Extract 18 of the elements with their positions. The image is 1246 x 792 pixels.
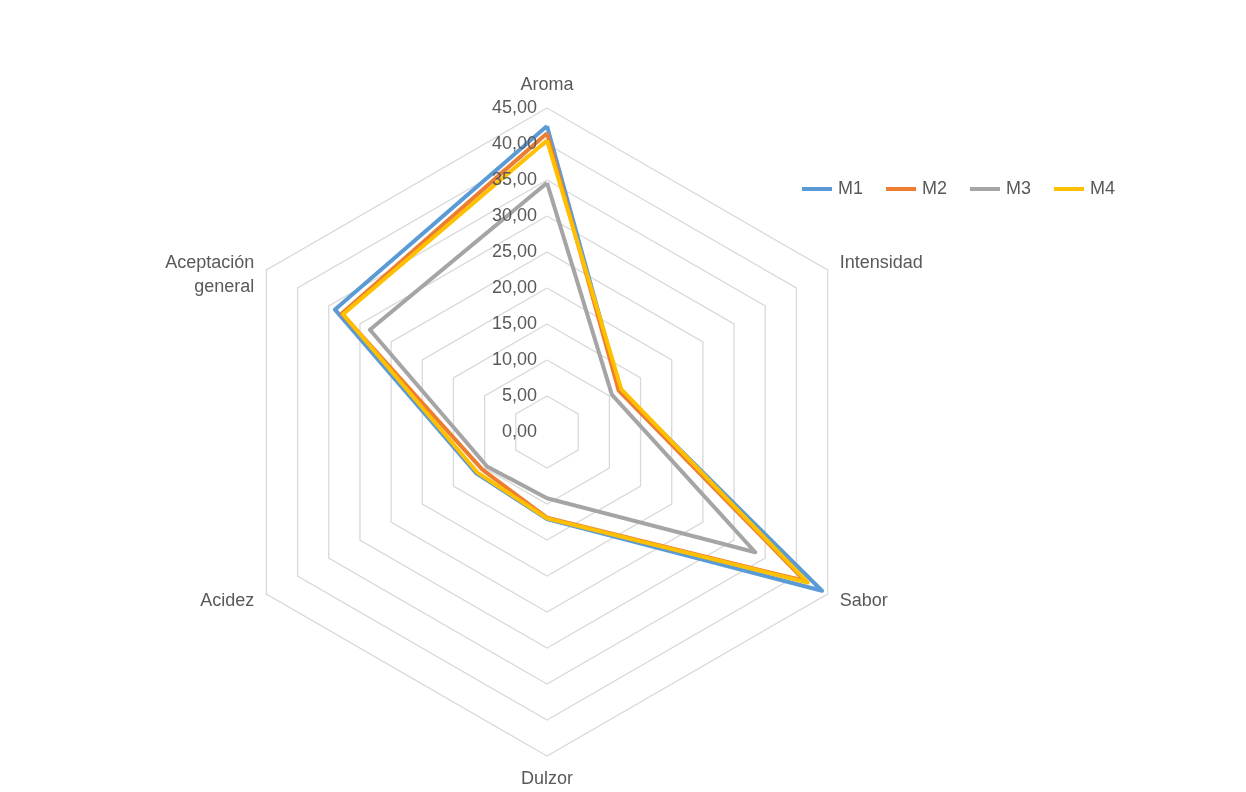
y-tick-label: 45,00 (491, 97, 537, 117)
spoke-label: Sabor (839, 590, 888, 610)
spoke-label: Aceptación general (165, 252, 255, 296)
y-tick-label: 10,00 (491, 349, 537, 369)
y-tick-label: 20,00 (491, 277, 537, 297)
legend-label: M4 (1090, 178, 1116, 198)
y-tick-label: 30,00 (491, 205, 537, 225)
y-tick-label: 5,00 (501, 385, 537, 405)
spoke-label: Intensidad (839, 252, 923, 272)
spoke-label: Dulzor (520, 768, 574, 788)
spoke-label: Aroma (520, 74, 575, 94)
legend-label: M3 (1006, 178, 1032, 198)
legend-label: M2 (922, 178, 948, 198)
y-tick-label: 0,00 (501, 421, 537, 441)
y-tick-label: 25,00 (491, 241, 537, 261)
legend-label: M1 (838, 178, 864, 198)
spoke-label: Acidez (200, 590, 255, 610)
y-tick-label: 15,00 (491, 313, 537, 333)
